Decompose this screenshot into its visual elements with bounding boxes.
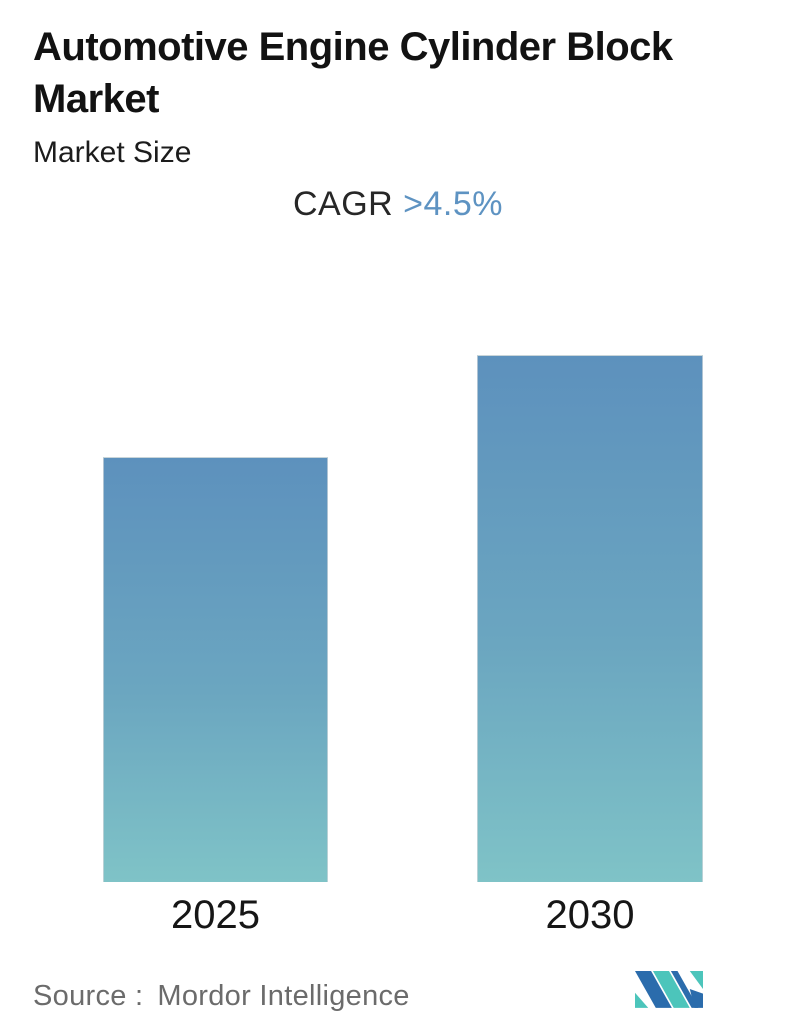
x-axis-label-2025: 2025	[171, 893, 260, 937]
mordor-intelligence-logo	[635, 971, 703, 1008]
bar-chart	[103, 355, 703, 882]
bar-2030	[477, 355, 703, 882]
x-axis-label-2030: 2030	[545, 893, 635, 937]
x-axis-labels: 2025 2030	[103, 891, 703, 939]
logo-blue-shape	[635, 971, 672, 1008]
logo-teal-shape	[652, 971, 690, 1008]
cagr-value: >4.5%	[403, 185, 504, 223]
bar-2025	[103, 457, 328, 882]
logo-blue-shape	[670, 971, 699, 1008]
page-subtitle: Market Size	[33, 136, 192, 169]
cagr-label: CAGR	[292, 185, 394, 223]
source-label: Source :	[33, 980, 144, 1012]
logo-teal-shape	[679, 971, 703, 989]
logo-blue-shape	[689, 988, 703, 1008]
logo-teal-shape	[635, 992, 649, 1008]
cagr-annotation: CAGR >4.5%	[0, 184, 796, 224]
source-attribution: Source : Mordor Intelligence	[33, 978, 410, 1014]
source-value: Mordor Intelligence	[157, 980, 410, 1012]
page-title: Automotive Engine Cylinder Block Market	[33, 25, 673, 121]
